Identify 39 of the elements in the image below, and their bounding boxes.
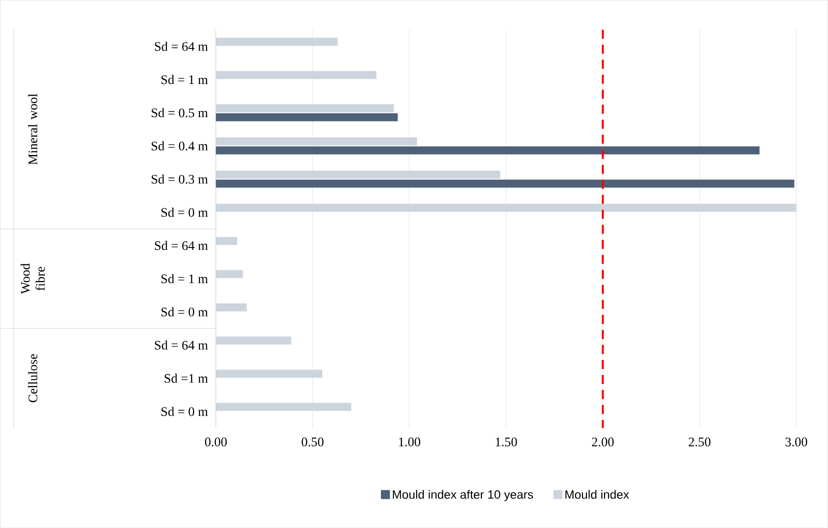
x-tick-label: 0.50 (302, 438, 324, 447)
bar (216, 113, 398, 122)
legend-label: Mould index after 10 years (392, 490, 533, 502)
bar (216, 370, 322, 378)
x-tick-label: 3.00 (786, 438, 808, 447)
text: Cellulose (28, 354, 38, 402)
bar (216, 146, 760, 155)
bar (216, 336, 292, 345)
y-tick-label: Sd = 64 m (154, 340, 208, 350)
x-tick-label: 1.00 (399, 438, 420, 447)
bar (216, 237, 238, 246)
x-tick-label: 2.00 (592, 438, 614, 447)
bar (216, 170, 500, 179)
y-tick-label: Sd = 0.3 m (152, 174, 208, 184)
text: Wood fibre (20, 264, 45, 294)
y-tick-label: Sd = 1 m (161, 75, 208, 84)
bar (216, 204, 796, 212)
legend-label: Mould index (565, 490, 630, 499)
y-tick-label: Sd = 64 m (154, 241, 208, 250)
y-tick-label: Sd = 0 m (161, 406, 208, 416)
bar (216, 403, 352, 412)
text: Mineral wool (28, 94, 38, 165)
y-tick-label: Sd =1 m (164, 374, 208, 383)
bar (216, 38, 338, 46)
bar (216, 71, 376, 80)
y-tick-label: Sd = 0 m (161, 208, 208, 217)
bar (216, 270, 243, 278)
x-tick-label: 2.50 (688, 438, 710, 447)
bar (216, 180, 794, 188)
bar (216, 104, 394, 112)
y-tick-label: Sd = 64 m (154, 42, 208, 51)
bar (216, 303, 247, 312)
x-tick-label: 0.00 (204, 438, 227, 447)
y-tick-label: Sd = 1 m (161, 274, 208, 284)
y-tick-label: Sd = 0.4 m (152, 141, 208, 151)
bar (216, 137, 418, 146)
y-tick-label: Sd = 0.5 m (152, 108, 208, 118)
x-tick-label: 1.50 (496, 438, 517, 447)
y-tick-label: Sd = 0 m (161, 307, 208, 317)
